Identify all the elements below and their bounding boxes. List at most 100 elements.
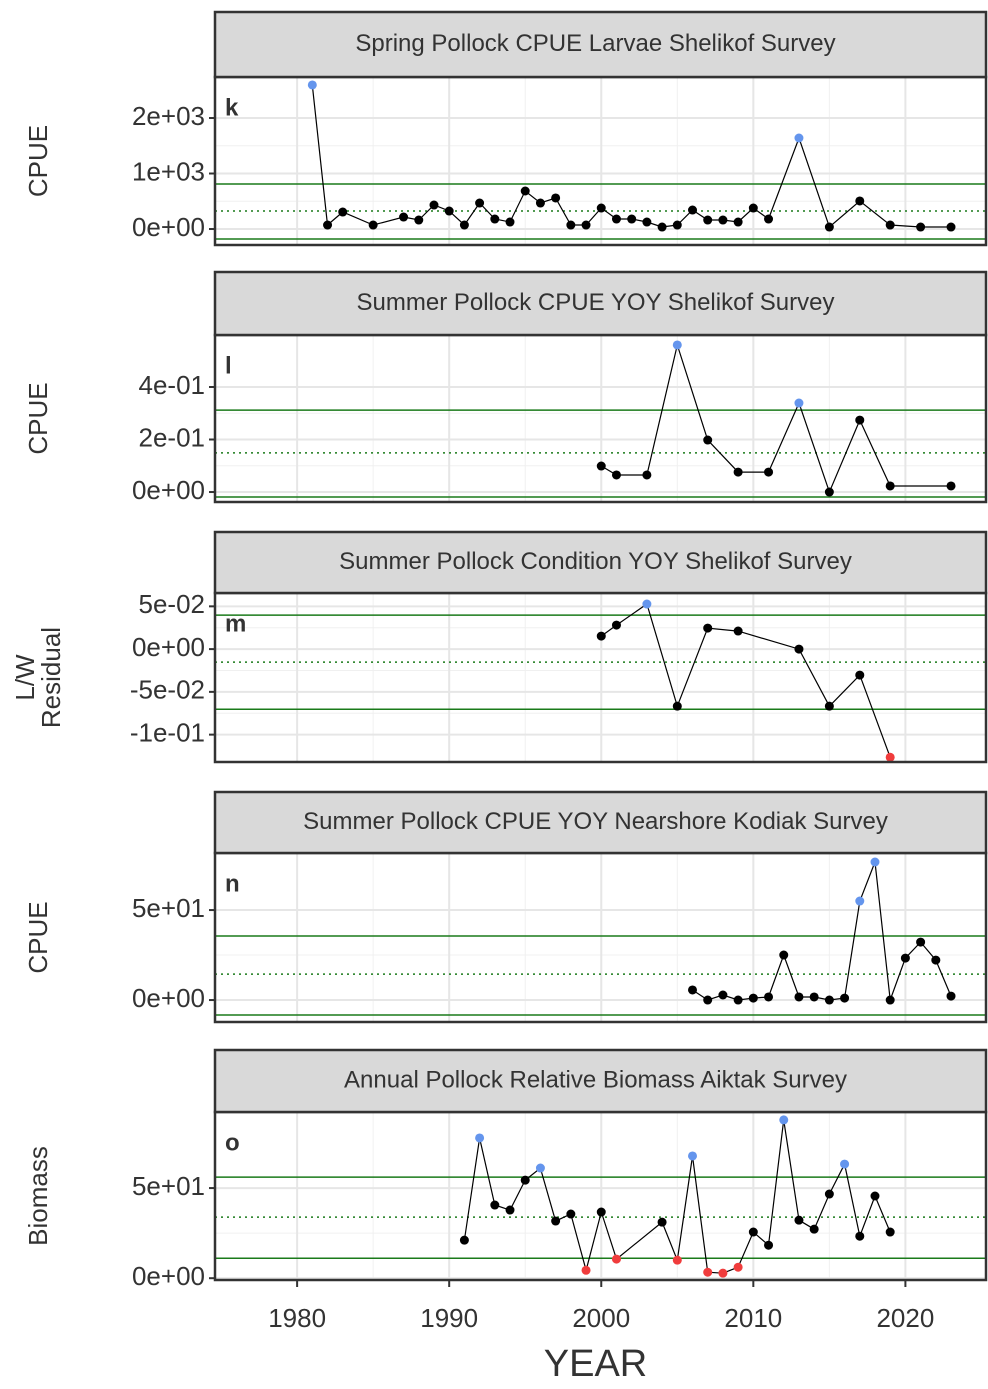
data-point	[703, 1267, 713, 1277]
data-point	[885, 220, 895, 230]
data-point	[475, 1133, 485, 1143]
data-point	[338, 207, 348, 217]
data-point	[764, 214, 774, 224]
data-point	[611, 470, 621, 480]
data-point	[718, 1268, 728, 1278]
data-point	[855, 1231, 865, 1241]
data-point	[566, 220, 576, 230]
data-point	[581, 220, 591, 230]
data-point	[566, 1209, 576, 1219]
data-point	[414, 215, 424, 225]
data-point	[475, 198, 485, 208]
data-point	[900, 953, 910, 963]
data-point	[748, 993, 758, 1003]
data-point	[703, 623, 713, 633]
y-tick-label: 0e+00	[132, 1261, 205, 1291]
data-point	[809, 992, 819, 1002]
data-point	[824, 487, 834, 497]
panel-letter: o	[225, 1129, 240, 1156]
data-point	[596, 631, 606, 641]
data-point	[764, 1240, 774, 1250]
x-tick-label: 2010	[724, 1303, 782, 1333]
strip	[213, 10, 988, 79]
data-point	[794, 644, 804, 654]
y-axis-label: Residual	[36, 627, 66, 728]
y-tick-label: 0e+00	[132, 983, 205, 1013]
data-point	[490, 214, 500, 224]
y-axis-label: CPUE	[23, 901, 53, 973]
data-point	[824, 222, 834, 232]
data-point	[870, 1191, 880, 1201]
data-point	[688, 985, 698, 995]
data-point	[824, 995, 834, 1005]
data-point	[885, 481, 895, 491]
data-point	[551, 1216, 561, 1226]
data-point	[718, 990, 728, 1000]
data-point	[764, 992, 774, 1002]
data-point	[672, 701, 682, 711]
data-point	[946, 481, 956, 491]
data-point	[733, 995, 743, 1005]
y-axis-label: Biomass	[23, 1146, 53, 1246]
data-point	[520, 186, 530, 196]
data-point	[581, 1265, 591, 1275]
y-tick-label: 5e-02	[139, 589, 206, 619]
x-tick-label: 2020	[876, 1303, 934, 1333]
data-point	[824, 701, 834, 711]
data-point	[855, 896, 865, 906]
data-point	[672, 340, 682, 350]
data-point	[946, 222, 956, 232]
x-tick-label: 1980	[268, 1303, 326, 1333]
data-point	[459, 220, 469, 230]
data-point	[505, 217, 515, 227]
y-tick-label: 0e+00	[132, 632, 205, 662]
panel-letter: l	[225, 352, 232, 379]
y-tick-label: 4e-01	[139, 370, 206, 400]
panel-letter: m	[225, 610, 246, 637]
data-point	[611, 620, 621, 630]
data-point	[688, 1151, 698, 1161]
data-point	[794, 1215, 804, 1225]
data-point	[459, 1235, 469, 1245]
series-line	[600, 342, 951, 494]
y-axis-label: CPUE	[23, 382, 53, 454]
data-point	[794, 398, 804, 408]
strip	[213, 790, 988, 855]
data-point	[779, 950, 789, 960]
data-point	[672, 220, 682, 230]
data-point	[627, 214, 637, 224]
data-point	[535, 198, 545, 208]
y-tick-label: 0e+00	[132, 475, 205, 505]
data-point	[794, 133, 804, 143]
data-point	[657, 222, 667, 232]
data-point	[444, 206, 454, 216]
data-point	[703, 995, 713, 1005]
x-tick-label: 2000	[572, 1303, 630, 1333]
y-tick-label: 5e+01	[132, 1171, 205, 1201]
data-point	[794, 992, 804, 1002]
data-point	[399, 212, 409, 222]
y-tick-label: 2e+03	[132, 101, 205, 131]
panel-title: Summer Pollock Condition YOY Shelikof Su…	[339, 548, 852, 575]
data-point	[429, 200, 439, 210]
data-point	[916, 222, 926, 232]
y-tick-label: -5e-02	[130, 675, 205, 705]
data-point	[733, 217, 743, 227]
x-tick-label: 1990	[420, 1303, 478, 1333]
series-line	[600, 603, 891, 758]
y-tick-label: 5e+01	[132, 893, 205, 923]
data-point	[490, 1200, 500, 1210]
data-point	[611, 1254, 621, 1264]
data-point	[779, 1115, 789, 1125]
data-point	[809, 1224, 819, 1234]
y-tick-label: -1e-01	[130, 718, 205, 748]
data-point	[642, 470, 652, 480]
data-point	[824, 1189, 834, 1199]
x-axis-label: YEAR	[544, 1343, 647, 1385]
data-point	[916, 937, 926, 947]
panel-title: Annual Pollock Relative Biomass Aiktak S…	[344, 1066, 847, 1093]
data-point	[642, 217, 652, 227]
data-point	[596, 203, 606, 213]
data-point	[596, 1207, 606, 1217]
